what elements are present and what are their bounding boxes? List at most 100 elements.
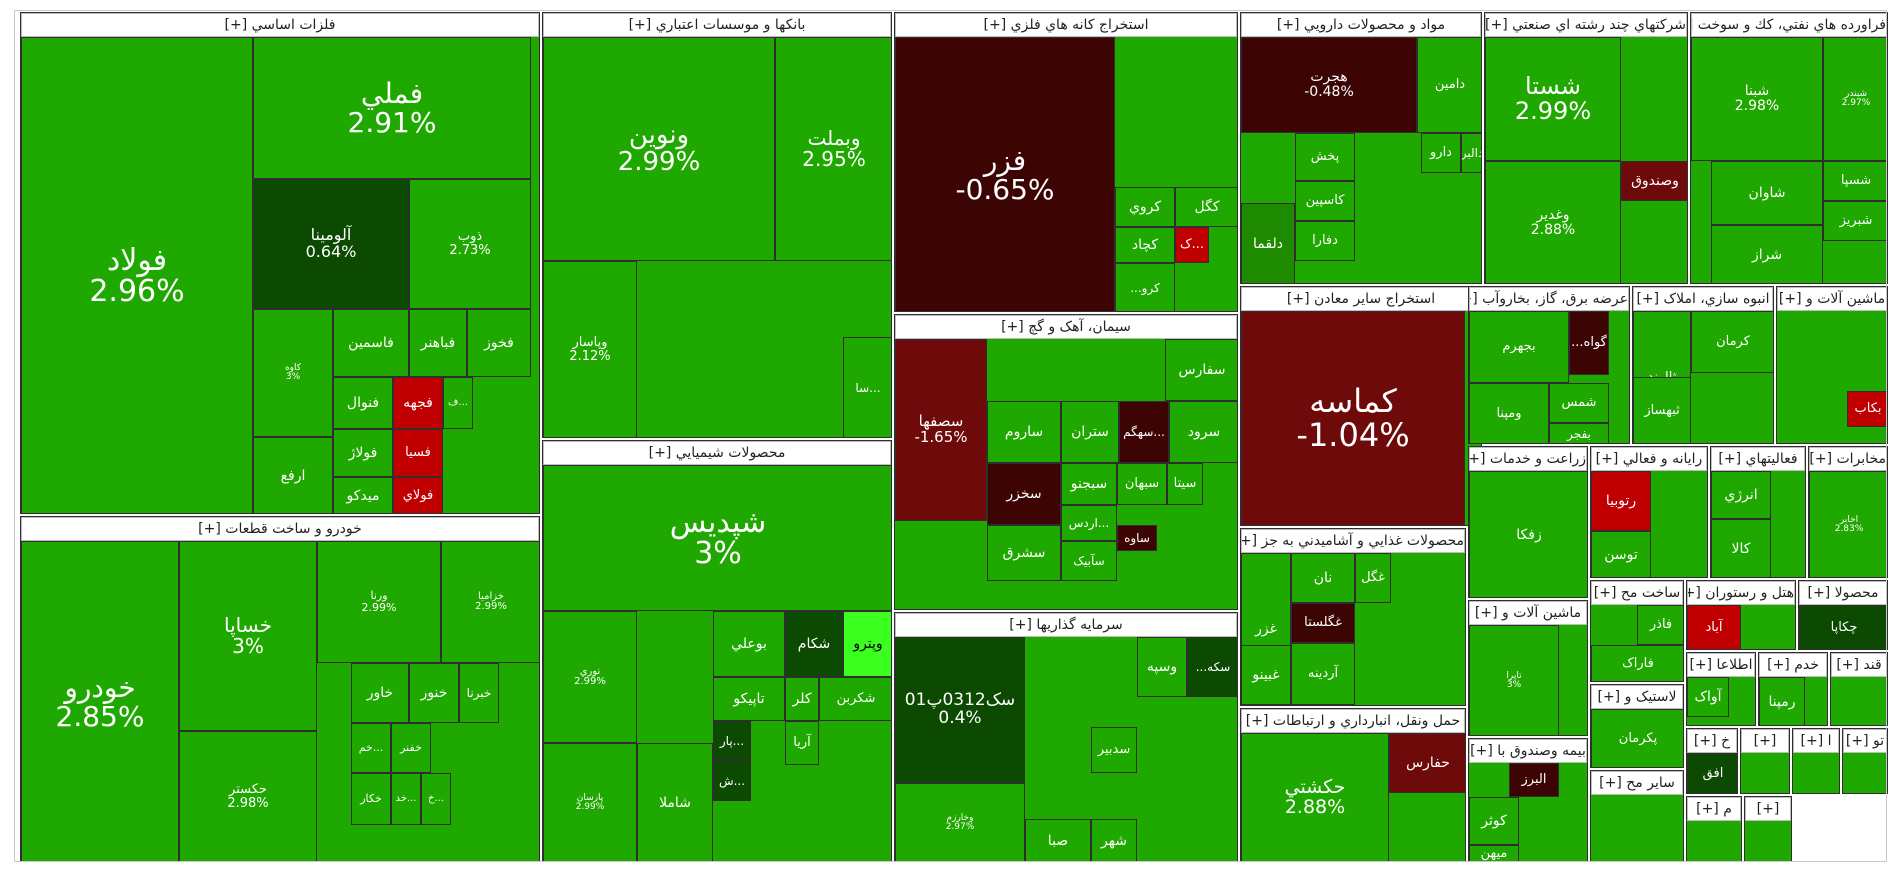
stock-tile[interactable]: شکربن: [819, 677, 891, 721]
stock-tile[interactable]: توسن: [1591, 531, 1651, 577]
stock-tile[interactable]: ...سکه: [1187, 637, 1237, 697]
stock-tile[interactable]: شبندر 2.97%: [1823, 37, 1887, 161]
sector-title[interactable]: م [+]: [1687, 797, 1741, 821]
stock-tile[interactable]: خبرنا: [459, 663, 499, 723]
stock-tile[interactable]: وخارزم 2.97%: [895, 783, 1025, 861]
stock-tile[interactable]: وسپه: [1137, 637, 1187, 697]
stock-tile[interactable]: ستران: [1061, 401, 1119, 463]
stock-tile[interactable]: خزاميا 2.99%: [441, 541, 539, 663]
sector-title[interactable]: شرکتهاي چند رشته اي صنعتي [+]: [1485, 13, 1687, 37]
stock-tile[interactable]: ارفع: [253, 437, 333, 513]
stock-tile[interactable]: وبملت 2.95%: [775, 37, 891, 261]
stock-tile[interactable]: سخزر: [987, 463, 1061, 525]
sector-title[interactable]: فراورده هاي نفتي، كك و سوخت [+]: [1691, 13, 1887, 37]
sector-title[interactable]: [+]: [1745, 797, 1791, 821]
sector-title[interactable]: ساخت مح [+]: [1591, 581, 1683, 605]
stock-tile[interactable]: فاسمين: [333, 309, 409, 377]
stock-tile[interactable]: دالبر: [1461, 133, 1481, 173]
stock-tile[interactable]: ميهن: [1469, 845, 1519, 861]
stock-tile[interactable]: ساوه: [1117, 525, 1157, 551]
stock-tile[interactable]: ...گواه: [1569, 311, 1609, 375]
stock-tile[interactable]: سيتا: [1167, 463, 1203, 505]
stock-tile[interactable]: دامين: [1417, 37, 1481, 133]
stock-tile[interactable]: فنوال: [333, 377, 393, 429]
stock-tile[interactable]: شراز: [1711, 225, 1823, 283]
stock-tile[interactable]: شپديس 3%: [543, 465, 891, 611]
stock-tile[interactable]: شبنا 2.98%: [1691, 37, 1823, 161]
stock-tile[interactable]: شبريز: [1823, 201, 1887, 241]
sector-title[interactable]: فعاليتهاي [+]: [1711, 447, 1805, 471]
stock-tile[interactable]: آلومينا 0.64%: [253, 179, 409, 309]
stock-tile[interactable]: کگل: [1175, 187, 1237, 227]
sector-title[interactable]: بانکها و موسسات اعتباري [+]: [543, 13, 891, 37]
stock-tile[interactable]: کاسپين: [1295, 181, 1355, 221]
stock-tile[interactable]: رتوبيا: [1591, 471, 1651, 531]
stock-tile[interactable]: سشرق: [987, 525, 1061, 581]
stock-tile[interactable]: کماسه -1.04%: [1241, 311, 1465, 525]
stock-tile[interactable]: فولاي: [393, 477, 443, 513]
stock-tile[interactable]: شاوان: [1711, 161, 1823, 225]
stock-tile[interactable]: نان: [1291, 553, 1355, 603]
stock-tile[interactable]: ورنا 2.99%: [317, 541, 441, 663]
stock-tile[interactable]: بفجر: [1549, 423, 1609, 443]
sector-title[interactable]: محصولات شيميايي [+]: [543, 441, 891, 465]
stock-tile[interactable]: فولاژ: [333, 429, 393, 477]
stock-tile[interactable]: فزر -0.65%: [895, 37, 1115, 311]
stock-tile[interactable]: دلقما: [1241, 203, 1295, 283]
stock-tile[interactable]: فاذر: [1637, 605, 1683, 645]
stock-tile[interactable]: کروي: [1115, 187, 1175, 227]
stock-tile[interactable]: فخوز: [467, 309, 531, 377]
stock-tile[interactable]: سک0312پ01 0.4%: [895, 637, 1025, 783]
sector-title[interactable]: مخابرات [+]: [1809, 447, 1887, 471]
stock-tile[interactable]: سهگم...: [1119, 401, 1169, 463]
sector-title[interactable]: لاستيک و [+]: [1591, 685, 1683, 709]
stock-tile[interactable]: نوري 2.99%: [543, 611, 637, 743]
stock-tile[interactable]: خ...: [421, 773, 451, 825]
stock-tile[interactable]: کلر: [785, 677, 819, 721]
sector-title[interactable]: زراعت و خدمات [+]: [1469, 447, 1587, 471]
stock-tile[interactable]: غگلستا: [1291, 603, 1355, 643]
stock-tile[interactable]: ...کرو: [1115, 263, 1175, 311]
stock-tile[interactable]: غبينو: [1241, 645, 1291, 705]
stock-tile[interactable]: ف...: [443, 377, 473, 429]
sector-title[interactable]: استخراج کانه هاي فلزي [+]: [895, 13, 1237, 37]
stock-tile[interactable]: حکشتي 2.88%: [1241, 733, 1389, 861]
stock-tile[interactable]: کالا: [1711, 519, 1771, 577]
sector-title[interactable]: سيمان، آهک و گچ [+]: [895, 315, 1237, 339]
stock-tile[interactable]: شسپا: [1823, 161, 1887, 201]
stock-tile[interactable]: افق: [1687, 753, 1737, 793]
sector-title[interactable]: سرمايه گذاريها [+]: [895, 613, 1237, 637]
sector-title[interactable]: خ [+]: [1687, 729, 1737, 753]
stock-tile[interactable]: اردس...: [1061, 505, 1117, 541]
stock-tile[interactable]: چکاپا: [1799, 605, 1887, 649]
sector-title[interactable]: قند [+]: [1831, 653, 1887, 677]
stock-tile[interactable]: سآبيک: [1061, 541, 1117, 581]
sector-title[interactable]: هتل و رستوران [+]: [1687, 581, 1795, 605]
stock-tile[interactable]: خاور: [351, 663, 409, 723]
stock-tile[interactable]: ونوين 2.99%: [543, 37, 775, 261]
stock-tile[interactable]: آريا: [785, 721, 819, 765]
stock-tile[interactable]: پکرمان: [1591, 709, 1683, 767]
stock-tile[interactable]: سصفها -1.65%: [895, 339, 987, 521]
stock-tile[interactable]: سبهان: [1117, 463, 1167, 505]
stock-tile[interactable]: شستا 2.99%: [1485, 37, 1621, 161]
sector-title[interactable]: ماشين آلات و [+]: [1777, 287, 1887, 311]
stock-tile[interactable]: ک...: [1175, 227, 1209, 263]
stock-tile[interactable]: کچاد: [1115, 227, 1175, 263]
stock-tile[interactable]: انرژي: [1711, 471, 1771, 519]
stock-tile[interactable]: تاپرا 3%: [1469, 625, 1559, 735]
stock-tile[interactable]: ثبهساز: [1633, 377, 1691, 443]
stock-tile[interactable]: پخش: [1295, 133, 1355, 181]
stock-tile[interactable]: شکام: [785, 611, 843, 677]
sector-title[interactable]: تو [+]: [1843, 729, 1887, 753]
stock-tile[interactable]: خودرو 2.85%: [21, 541, 179, 861]
stock-tile[interactable]: سا...: [843, 337, 891, 437]
stock-tile[interactable]: سفارس: [1165, 339, 1237, 401]
stock-tile[interactable]: فباهنر: [409, 309, 467, 377]
sector-title[interactable]: بيمه وصندوق با [+]: [1469, 739, 1587, 763]
stock-tile[interactable]: خم...: [351, 723, 391, 773]
stock-tile[interactable]: وپترو: [843, 611, 891, 677]
stock-tile[interactable]: آواک: [1687, 677, 1729, 717]
sector-title[interactable]: استخراج ساير معادن [+]: [1241, 287, 1481, 311]
stock-tile[interactable]: بجهرم: [1469, 311, 1569, 383]
